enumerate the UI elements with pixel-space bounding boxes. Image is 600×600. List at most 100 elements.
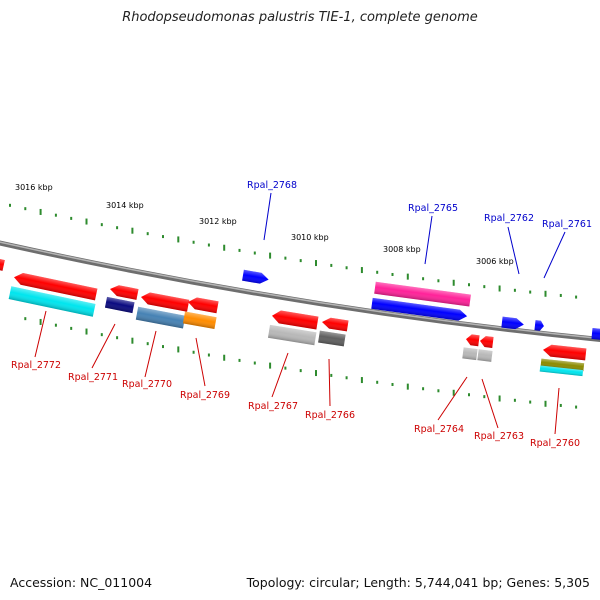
label-rpal-2762[interactable]: Rpal_2762: [484, 213, 534, 224]
gene-rpal-2763[interactable]: [479, 335, 494, 348]
tick-mark: [529, 400, 532, 404]
product-rpal-2760-b[interactable]: [539, 365, 584, 377]
label-rpal-2771[interactable]: Rpal_2771: [68, 372, 118, 383]
tick-mark: [513, 288, 516, 292]
label-rpal-2768[interactable]: Rpal_2768: [247, 180, 297, 191]
tick-mark: [299, 369, 302, 373]
gene-rpal-2770-shade: [141, 292, 190, 312]
tick-mark: [575, 295, 578, 299]
product-rpal-2766[interactable]: [318, 330, 346, 347]
label-rpal-2763[interactable]: Rpal_2763: [474, 431, 524, 442]
tick-mark: [192, 350, 195, 354]
gene-rpal-2763-shade: [480, 336, 494, 348]
product-rpal-2770[interactable]: [135, 306, 186, 329]
gene-rpal-2766-shade: [322, 317, 349, 332]
gene-features: [0, 257, 600, 377]
tick-mark: [238, 248, 241, 252]
label-rpal-2770-leader: [144, 330, 157, 378]
label-rpal-2767[interactable]: Rpal_2767: [248, 401, 298, 412]
label-rpal-2772[interactable]: Rpal_2772: [11, 360, 61, 371]
tick-marks-bottom: [24, 317, 578, 409]
product-rpal-2771[interactable]: [104, 296, 135, 314]
kbp-label: 3016 kbp: [15, 183, 53, 192]
gene-rpal-2769[interactable]: [187, 296, 219, 314]
product-rpal-2765-shade: [374, 281, 471, 307]
label-rpal-2765-leader: [424, 215, 433, 265]
label-rpal-2760-leader: [554, 387, 560, 435]
label-rpal-2761[interactable]: Rpal_2761: [542, 219, 592, 230]
tick-mark: [406, 383, 409, 390]
label-rpal-2770[interactable]: Rpal_2770: [122, 379, 172, 390]
tick-mark: [452, 279, 455, 286]
tick-mark: [116, 336, 119, 340]
tick-mark: [513, 398, 516, 402]
label-rpal-2764[interactable]: Rpal_2764: [414, 424, 464, 435]
gene-rpal-2768[interactable]: [242, 269, 269, 285]
tick-mark: [483, 395, 486, 399]
product-rpal-2764[interactable]: [462, 347, 478, 361]
label-rpal-2765[interactable]: Rpal_2765: [408, 203, 458, 214]
gene-rpal-2766[interactable]: [321, 317, 349, 332]
gene-rpal-2771-shade: [110, 285, 139, 300]
gene-offscreen-left[interactable]: [0, 257, 5, 271]
gene-rpal-2762-shade: [501, 316, 524, 330]
tick-mark: [498, 285, 501, 292]
tick-mark: [452, 389, 455, 396]
tick-mark: [207, 353, 210, 357]
tick-mark: [345, 266, 348, 270]
gene-rpal-2772-shade: [14, 272, 98, 301]
tick-mark: [54, 323, 57, 327]
product-rpal-2772[interactable]: [8, 286, 96, 317]
gene-rpal-2760[interactable]: [542, 344, 587, 361]
gene-rpal-2764-shade: [466, 334, 480, 347]
tick-mark: [238, 358, 241, 362]
gene-rpal-2761[interactable]: [534, 320, 544, 331]
gene-rpal-2764[interactable]: [465, 334, 480, 347]
gene-rpal-2767[interactable]: [271, 309, 319, 330]
tick-mark: [100, 223, 103, 227]
tick-mark: [391, 382, 394, 386]
label-rpal-2766[interactable]: Rpal_2766: [305, 410, 355, 421]
gene-offscreen-left-shade: [0, 258, 5, 271]
tick-mark: [360, 377, 363, 384]
gene-rpal-2762[interactable]: [501, 316, 524, 330]
map-title: Rhodopseudomonas palustris TIE-1, comple…: [122, 10, 478, 25]
tick-mark: [422, 277, 425, 281]
tick-mark: [544, 400, 547, 407]
tick-mark: [253, 251, 256, 255]
label-rpal-2767-leader: [271, 352, 289, 398]
kbp-label: 3008 kbp: [383, 245, 421, 254]
tick-mark: [468, 393, 470, 397]
product-rpal-2765[interactable]: [374, 281, 471, 307]
tick-mark: [131, 227, 134, 234]
gene-rpal-2772[interactable]: [13, 271, 98, 301]
gene-rpal-2770[interactable]: [140, 291, 190, 312]
product-rpal-2770-shade: [135, 306, 186, 329]
product-rpal-2763-shade: [477, 349, 493, 362]
gene-offscreen-right-shade: [591, 327, 600, 340]
label-rpal-2760[interactable]: Rpal_2760: [530, 438, 580, 449]
tick-mark: [24, 207, 27, 211]
label-rpal-2769[interactable]: Rpal_2769: [180, 390, 230, 401]
label-rpal-2766-leader: [328, 358, 331, 407]
tick-mark: [559, 293, 562, 297]
kbp-label: 3014 kbp: [106, 201, 144, 210]
tick-mark: [544, 290, 547, 297]
product-rpal-2760-a[interactable]: [540, 358, 585, 372]
product-rpal-2760-a-shade: [540, 358, 585, 372]
tick-mark: [207, 243, 210, 247]
product-rpal-2763[interactable]: [477, 349, 493, 362]
label-rpal-2763-leader: [481, 378, 499, 429]
kbp-label: 3006 kbp: [476, 257, 514, 266]
product-rpal-2769[interactable]: [182, 311, 217, 330]
gene-offscreen-right[interactable]: [591, 327, 600, 340]
gene-rpal-2765[interactable]: [371, 297, 468, 322]
product-rpal-2771-shade: [104, 296, 135, 314]
gene-rpal-2771[interactable]: [109, 284, 139, 300]
gene-rpal-2760-shade: [543, 344, 587, 361]
label-rpal-2764-leader: [437, 376, 468, 421]
tick-mark: [315, 370, 317, 377]
tick-mark: [162, 345, 164, 349]
product-rpal-2767[interactable]: [267, 324, 317, 346]
